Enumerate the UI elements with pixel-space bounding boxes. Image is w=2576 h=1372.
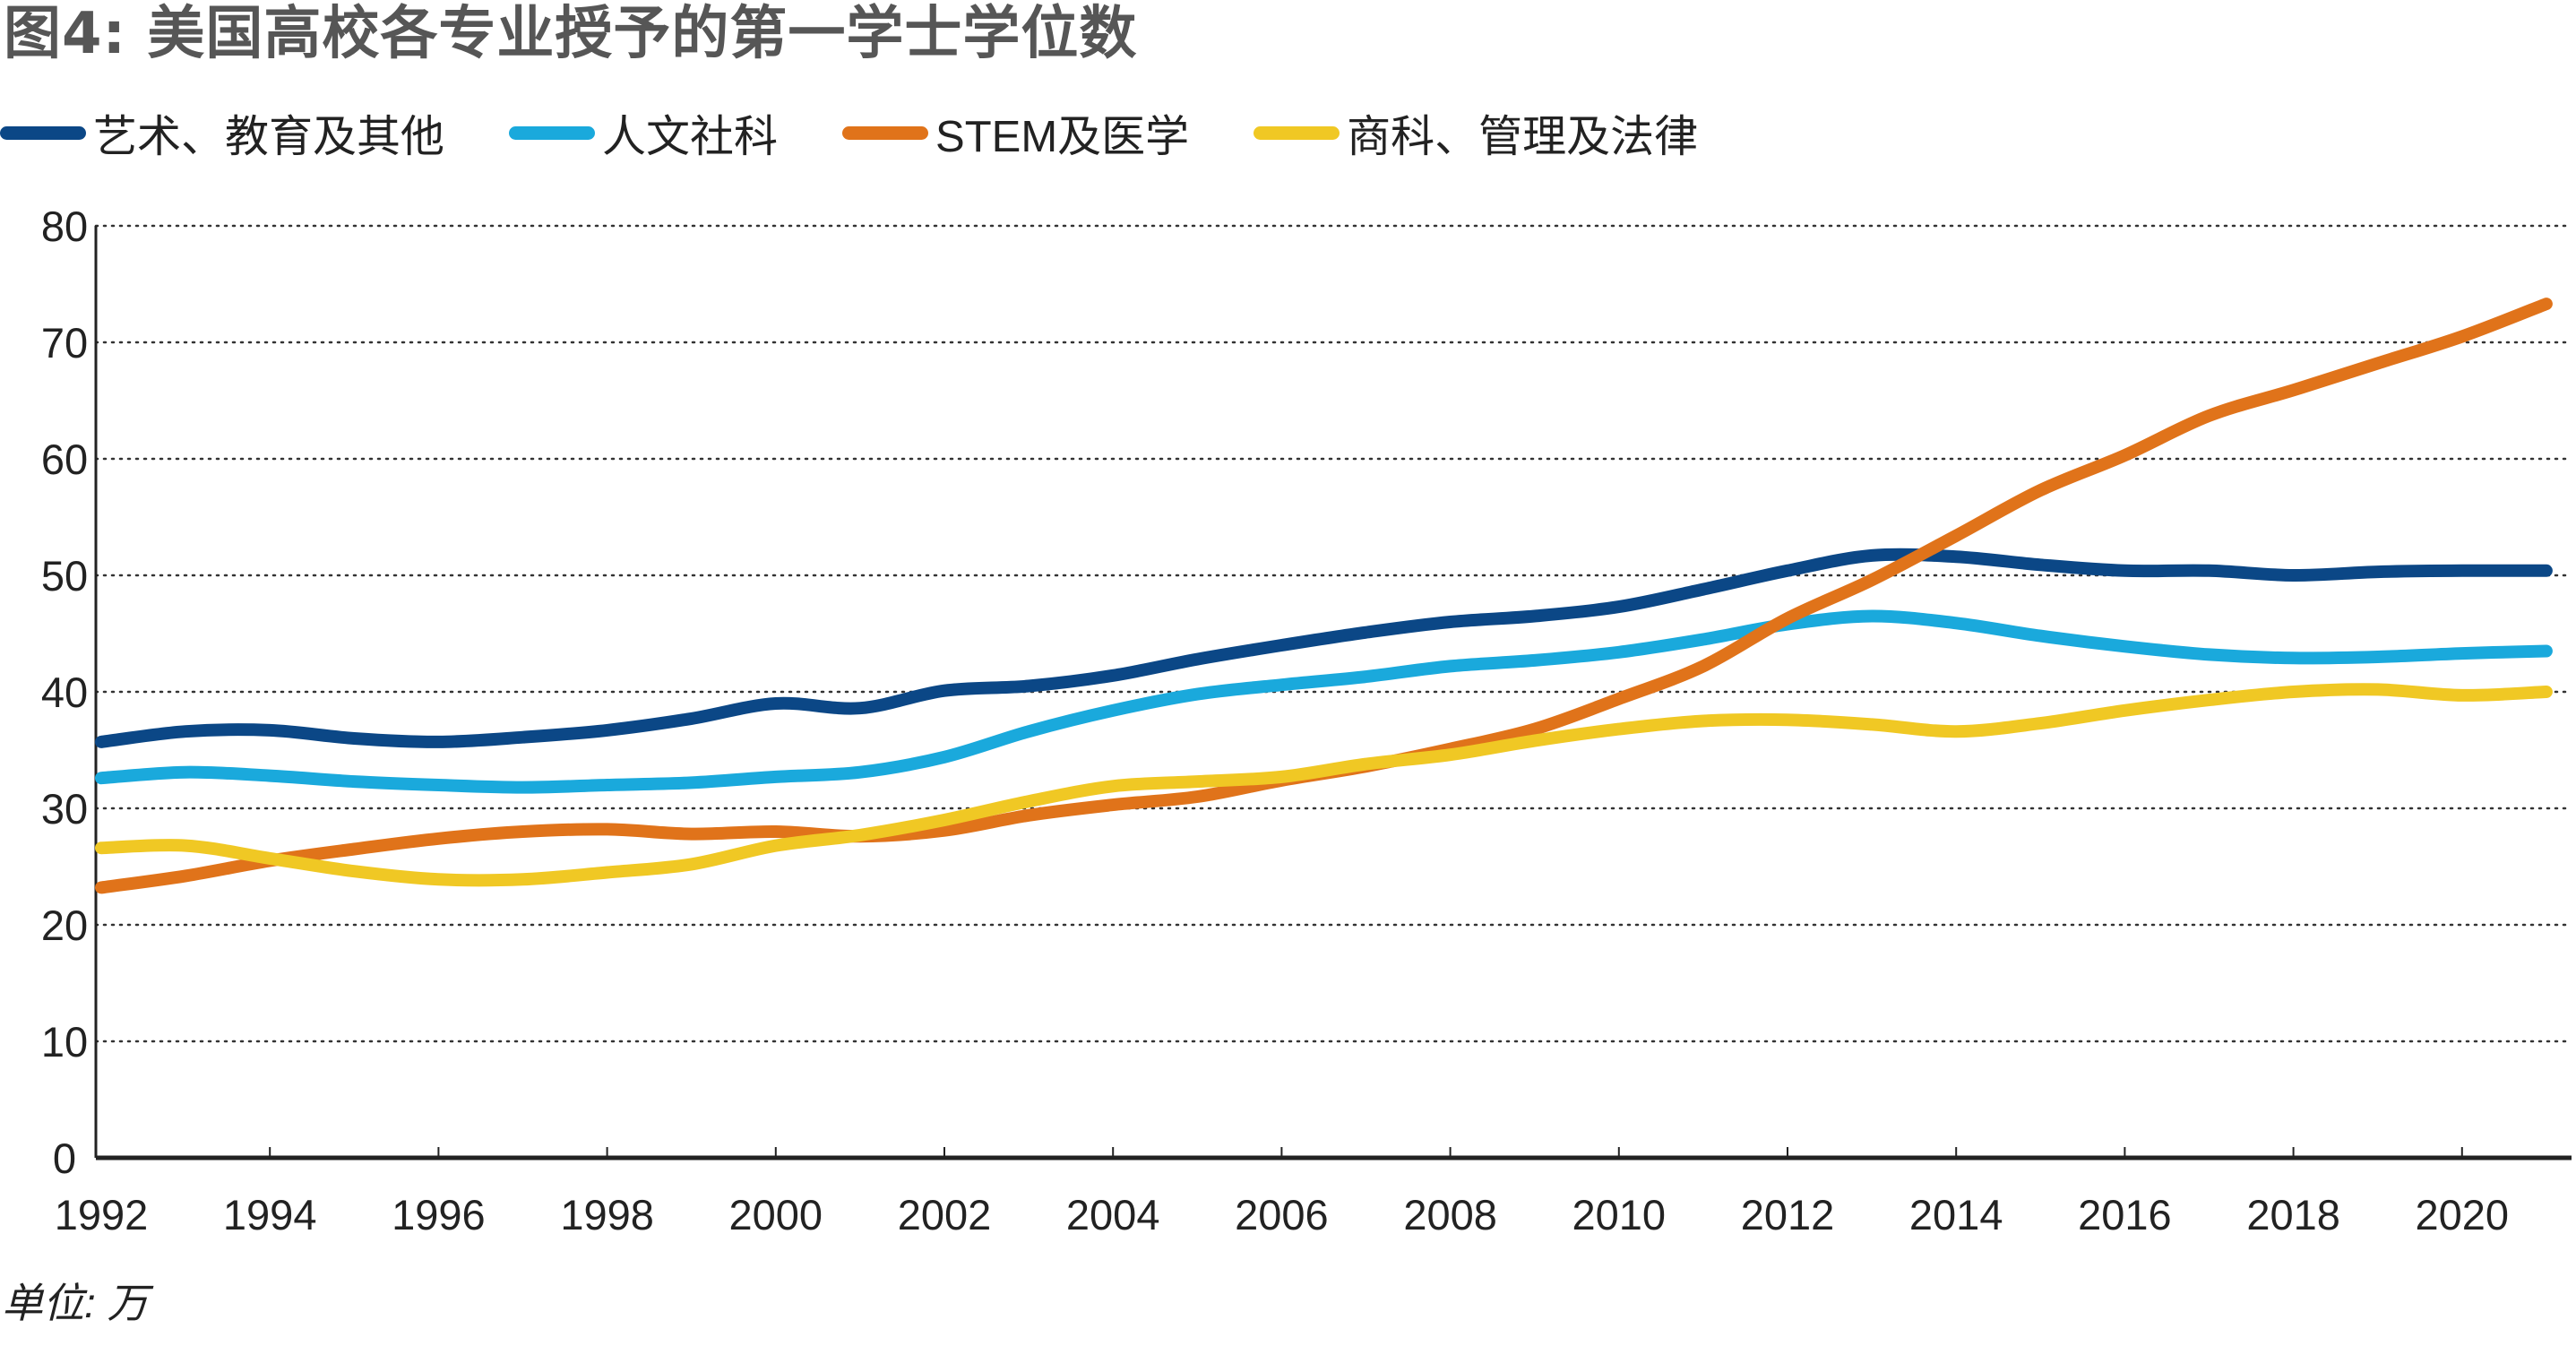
y-tick-label: 0 (53, 1135, 76, 1182)
x-tick-label: 2002 (898, 1191, 992, 1238)
x-tick-label: 1998 (560, 1191, 654, 1238)
y-tick-label: 10 (41, 1018, 88, 1066)
x-tick-label: 1992 (55, 1191, 149, 1238)
x-tick-label: 2014 (1909, 1191, 2003, 1238)
legend-label: 艺术、教育及其他 (93, 112, 445, 161)
legend-item-business-law: 商科、管理及法律 (1254, 101, 1698, 165)
series-arts-education-line (95, 548, 2553, 748)
y-tick-label: 20 (41, 902, 88, 949)
legend-label: 商科、管理及法律 (1347, 112, 1699, 161)
legend-swatch (509, 125, 596, 140)
legend-label: STEM及医学 (935, 112, 1190, 161)
legend-swatch (842, 125, 929, 140)
x-tick-label: 2016 (2078, 1191, 2172, 1238)
series-stem-medicine-line (95, 298, 2553, 894)
series-humanities-social-line (95, 609, 2553, 794)
legend-item-arts-education: 艺术、教育及其他 (0, 101, 444, 165)
legend-item-humanities-social: 人文社科 (509, 101, 778, 165)
y-tick-label: 50 (41, 552, 88, 600)
y-tick-label: 30 (41, 785, 88, 833)
x-tick-label: 2010 (1572, 1191, 1667, 1238)
legend-label: 人文社科 (602, 112, 779, 161)
y-tick-label: 70 (41, 319, 88, 367)
x-tick-label: 2000 (729, 1191, 823, 1238)
x-tick-label: 2012 (1741, 1191, 1835, 1238)
y-tick-label: 40 (41, 669, 88, 716)
legend-swatch (1254, 125, 1340, 140)
legend: 艺术、教育及其他 人文社科 STEM及医学 商科、管理及法律 (0, 106, 1762, 161)
x-tick-label: 1994 (223, 1191, 317, 1238)
x-tick-label: 2004 (1066, 1191, 1160, 1238)
y-tick-label: 80 (41, 203, 88, 250)
legend-item-stem-medicine: STEM及医学 (842, 101, 1189, 165)
legend-swatch (0, 125, 86, 140)
x-tick-label: 1996 (392, 1191, 486, 1238)
x-tick-label: 2008 (1403, 1191, 1497, 1238)
x-tick-label: 2006 (1235, 1191, 1329, 1238)
chart-title: 图4: 美国高校各专业授予的第一学士学位数 (4, 1, 1138, 67)
x-tick-label: 2020 (2416, 1191, 2510, 1238)
x-tick-label: 2018 (2246, 1191, 2340, 1238)
unit-label: 单位: 万 (2, 1280, 149, 1326)
y-tick-label: 60 (41, 436, 88, 483)
series-business-law-line (95, 683, 2553, 887)
